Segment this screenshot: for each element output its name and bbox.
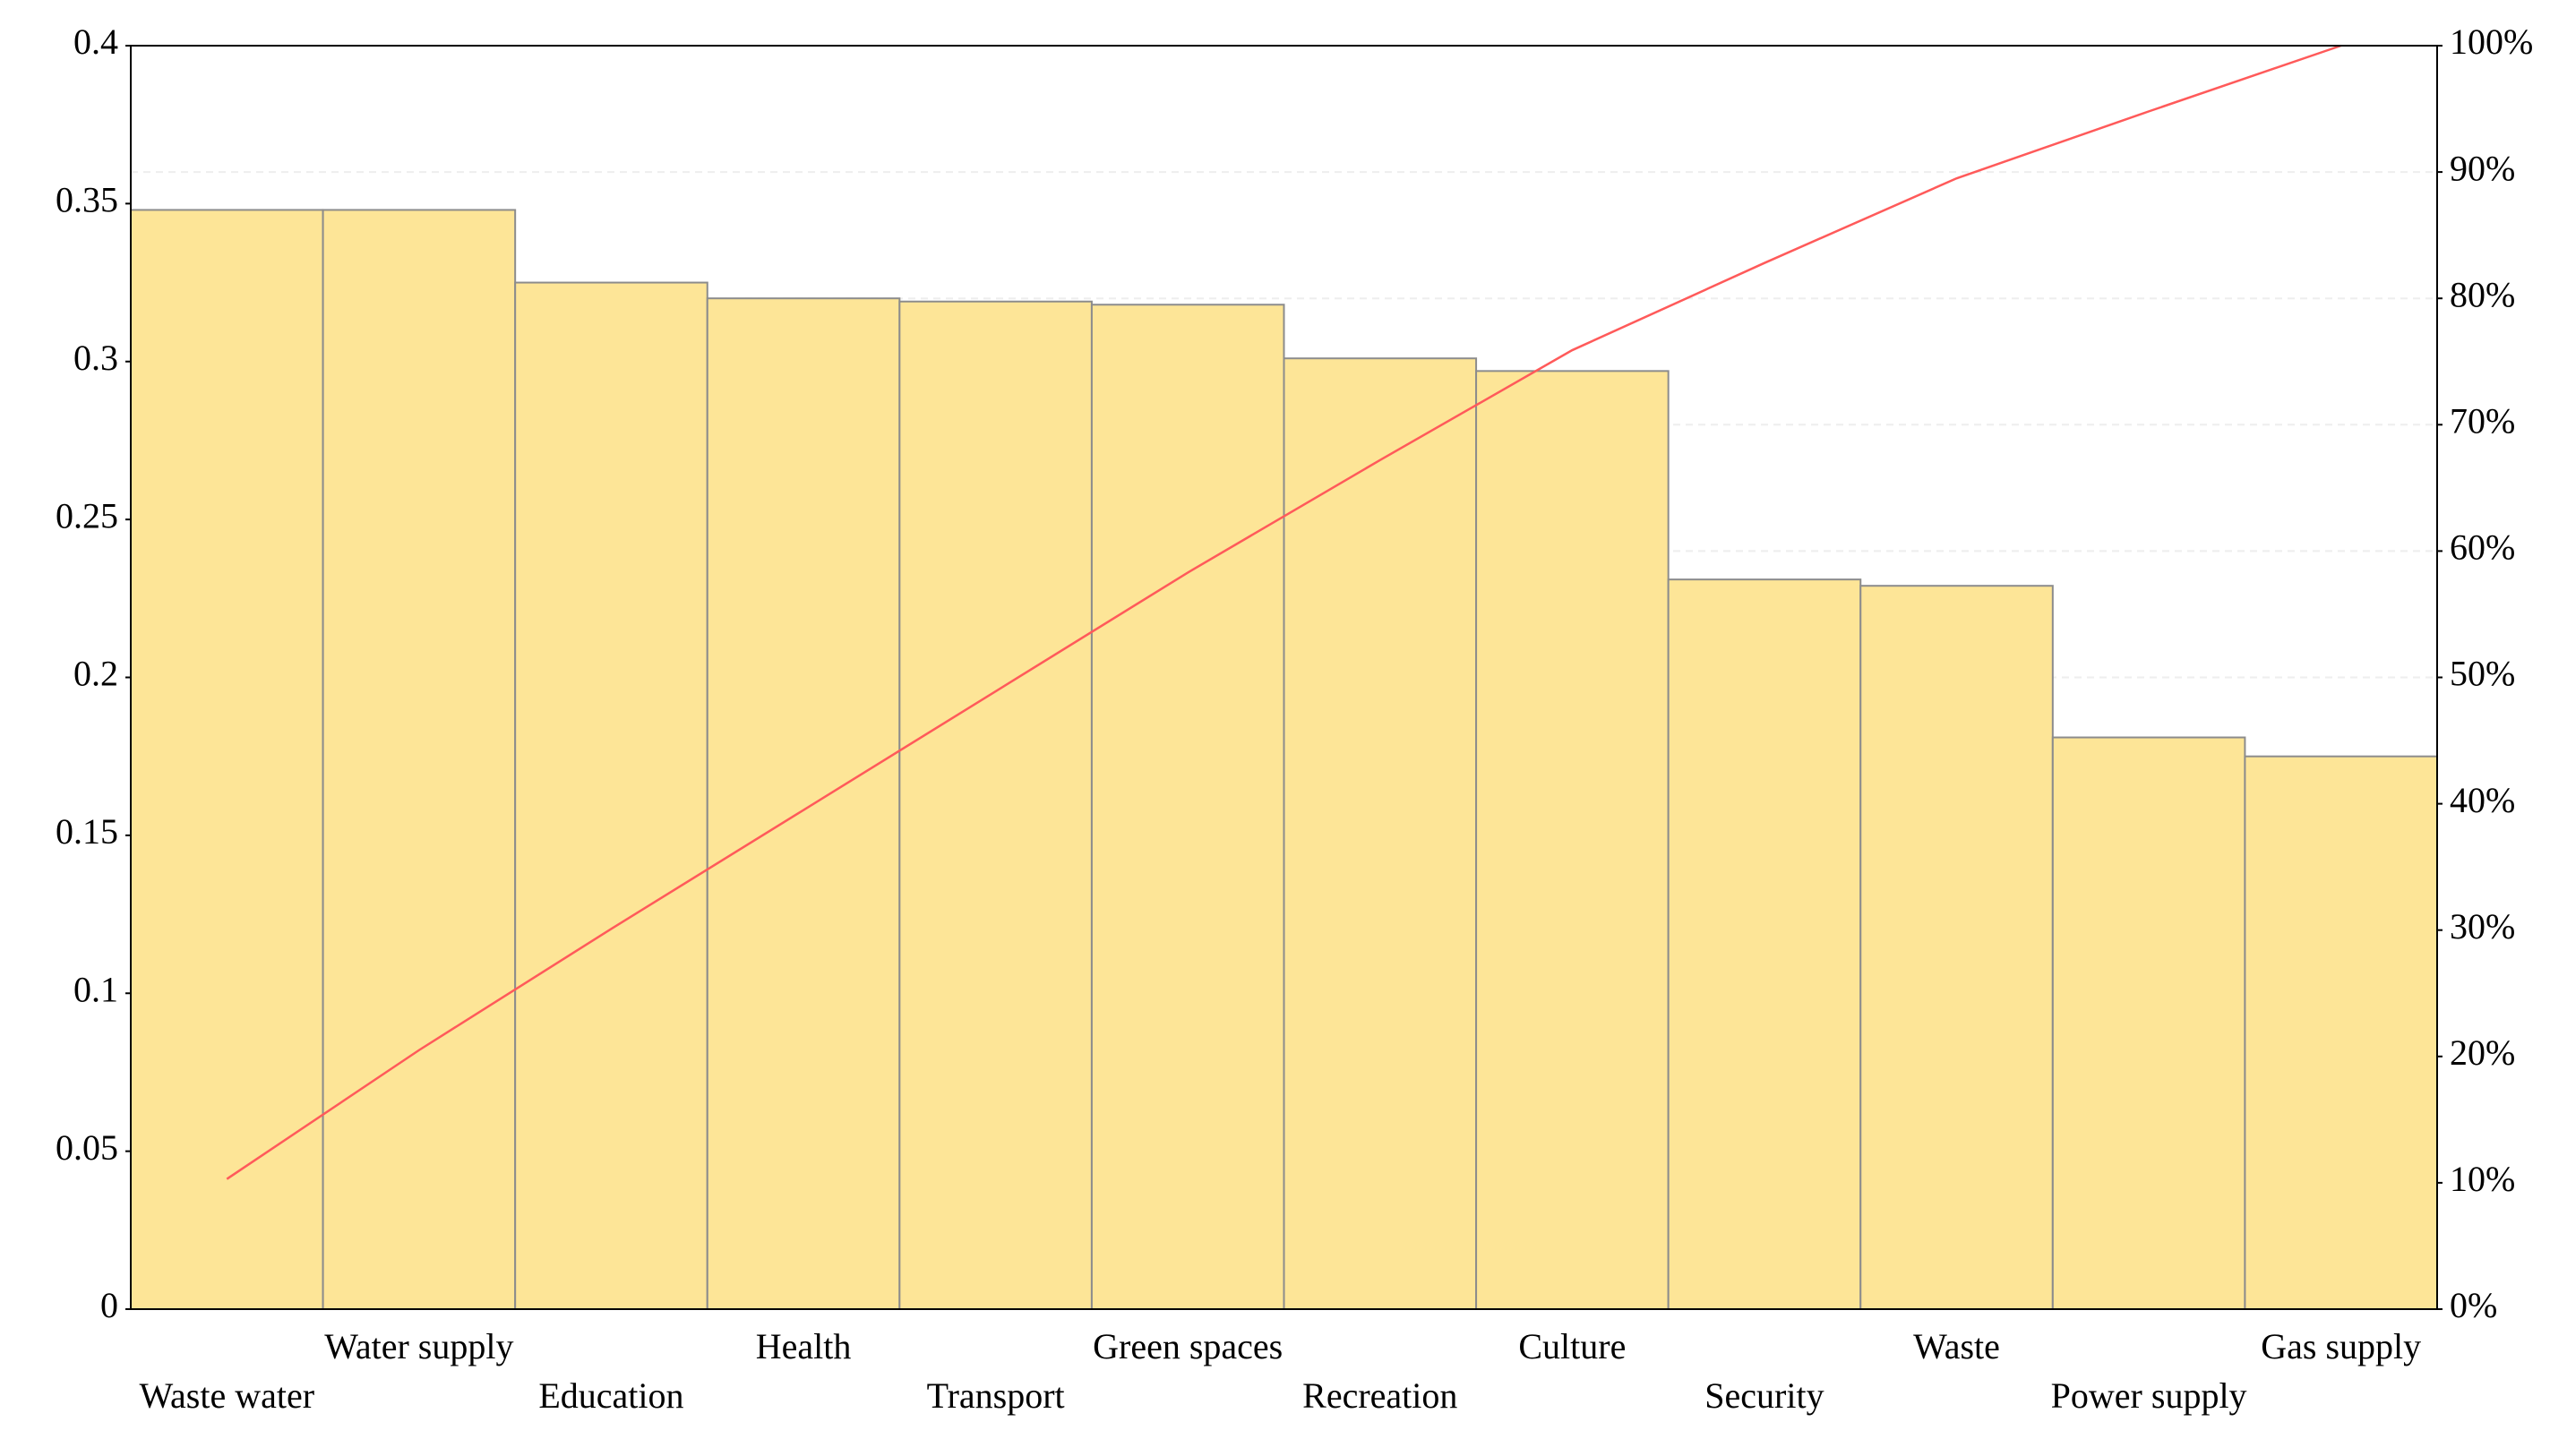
bar <box>1283 357 1478 1310</box>
y2-tick-label: 80% <box>2450 274 2515 314</box>
y-tick-label: 0.05 <box>56 1127 118 1168</box>
y-tick-label: 0.25 <box>56 495 118 535</box>
bar <box>1667 578 1862 1310</box>
y2-tick-label: 30% <box>2450 906 2515 946</box>
x-tick-label: Transport <box>927 1375 1065 1416</box>
bar <box>514 281 708 1310</box>
y-tick-label: 0.35 <box>56 180 118 220</box>
y2-tick-label: 90% <box>2450 148 2515 188</box>
x-tick-label: Culture <box>1518 1326 1626 1366</box>
bar <box>898 300 1093 1310</box>
x-tick-label: Gas supply <box>2261 1326 2421 1366</box>
x-tick-label: Green spaces <box>1093 1326 1283 1366</box>
y-tick-label: 0 <box>100 1285 118 1325</box>
y2-tick-label: 50% <box>2450 654 2515 694</box>
y2-tick-label: 0% <box>2450 1285 2497 1325</box>
x-tick-label: Health <box>756 1326 852 1366</box>
x-tick-label: Water supply <box>324 1326 513 1366</box>
x-tick-label: Education <box>538 1375 683 1416</box>
x-tick-label: Security <box>1704 1375 1824 1416</box>
bar <box>322 209 517 1310</box>
bar <box>706 297 901 1311</box>
y2-tick-label: 70% <box>2450 400 2515 441</box>
cumulative-line <box>226 44 2342 1180</box>
y2-tick-label: 20% <box>2450 1032 2515 1073</box>
y-tick-label: 0.3 <box>73 338 118 378</box>
bar <box>2051 736 2246 1310</box>
x-tick-label: Waste water <box>140 1375 315 1416</box>
y-tick-label: 0.1 <box>73 969 118 1009</box>
bar <box>1859 585 2054 1310</box>
y2-tick-label: 40% <box>2450 780 2515 820</box>
y2-tick-label: 100% <box>2450 21 2533 62</box>
x-tick-label: Recreation <box>1302 1375 1457 1416</box>
y2-tick-label: 10% <box>2450 1159 2515 1199</box>
bar <box>1090 304 1285 1310</box>
y-tick-label: 0.4 <box>73 21 118 62</box>
x-tick-label: Waste <box>1913 1326 2000 1366</box>
y2-tick-label: 60% <box>2450 527 2515 568</box>
y-tick-label: 0.15 <box>56 811 118 852</box>
bar <box>130 209 324 1310</box>
bar <box>2244 755 2439 1310</box>
x-tick-label: Power supply <box>2051 1375 2247 1416</box>
bar <box>1475 370 1670 1310</box>
y-tick-label: 0.2 <box>73 654 118 694</box>
